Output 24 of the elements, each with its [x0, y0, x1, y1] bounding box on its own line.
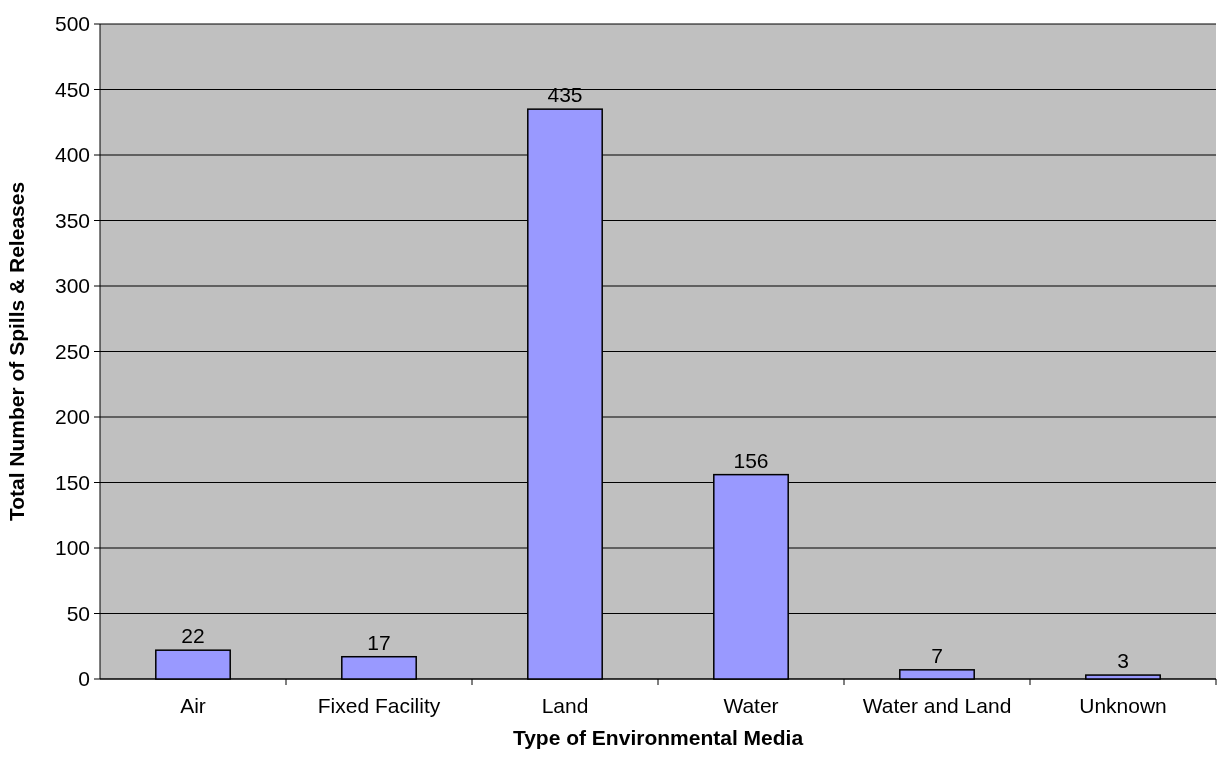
- y-axis-title: Total Number of Spills & Releases: [5, 181, 28, 522]
- y-tick-label: 350: [54, 208, 90, 232]
- y-tick-label: 500: [54, 12, 90, 36]
- data-label: 17: [367, 630, 391, 654]
- x-tick-label: Land: [541, 694, 589, 717]
- x-tick-label: Unknown: [1079, 694, 1167, 717]
- y-tick-label: 450: [54, 77, 90, 101]
- y-tick-label: 50: [66, 601, 90, 625]
- y-tick-label: 250: [54, 339, 90, 363]
- x-axis-title: Type of Environmental Media: [512, 726, 804, 749]
- data-label: 22: [181, 624, 205, 648]
- y-tick-label: 100: [54, 536, 90, 560]
- data-label: 156: [733, 448, 769, 472]
- y-tick-label: 300: [54, 274, 90, 298]
- x-tick-label: Water and Land: [862, 694, 1012, 717]
- y-tick-label: 0: [78, 667, 90, 691]
- y-tick-label: 200: [54, 405, 90, 429]
- y-tick-label: 400: [54, 143, 90, 167]
- x-tick-label: Fixed Facility: [317, 694, 441, 717]
- data-label: 7: [931, 643, 943, 667]
- data-label: 3: [1117, 649, 1129, 673]
- x-tick-label: Air: [180, 694, 206, 717]
- y-tick-label: 150: [54, 470, 90, 494]
- x-tick-label: Water: [723, 694, 779, 717]
